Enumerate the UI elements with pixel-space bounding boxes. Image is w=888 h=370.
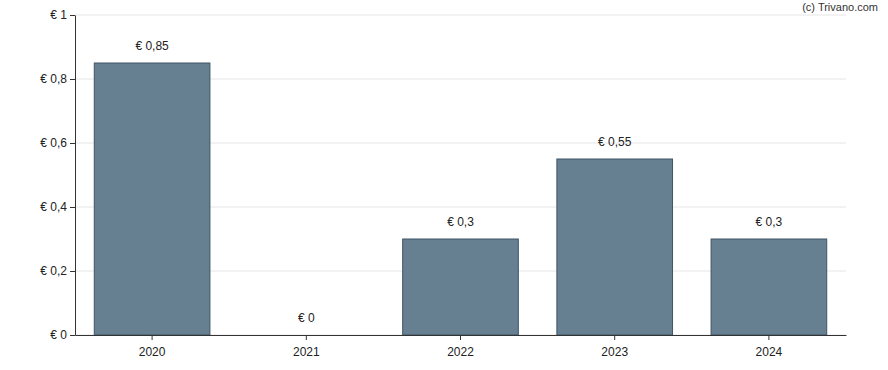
y-axis: € 0 € 0,2 € 0,4 € 0,6 € 0,8 € 1 [40,8,75,342]
y-tick: € 0,4 [40,200,75,214]
x-tick: 2023 [601,335,628,359]
y-tick: € 1 [50,8,75,22]
x-tick-mark [152,335,153,340]
y-tick-label: € 0,4 [40,200,67,214]
y-tick-mark [70,271,75,272]
grid [75,15,846,335]
y-tick: € 0 [50,328,75,342]
data-label: € 0,85 [135,39,169,53]
bars [94,63,826,335]
data-label: € 0 [298,311,315,325]
x-axis: 2020 2021 2022 2023 2024 [76,335,847,359]
y-tick-mark [70,79,75,80]
data-labels: € 0,85 € 0 € 0,3 € 0,55 € 0,3 [135,39,782,325]
y-tick-label: € 0,8 [40,72,67,86]
x-tick: 2024 [756,335,783,359]
bar [94,63,210,335]
x-tick: 2021 [293,335,320,359]
y-tick: € 0,2 [40,264,75,278]
source: (c) Trivano.com [802,1,878,13]
y-tick-label: € 0 [50,328,67,342]
x-tick-mark [460,335,461,340]
y-tick: € 0,8 [40,72,75,86]
x-tick-mark [768,335,769,340]
x-tick-label: 2020 [139,345,166,359]
x-tick-label: 2022 [447,345,474,359]
y-tick-label: € 1 [50,8,67,22]
y-tick-label: € 0,6 [40,136,67,150]
x-tick-label: 2021 [293,345,320,359]
data-label: € 0,3 [447,215,474,229]
x-tick-mark [306,335,307,340]
y-tick-label: € 0,2 [40,264,67,278]
x-tick: 2020 [139,335,166,359]
y-tick-mark [70,207,75,208]
chart: € 0€ 0,2€ 0,4€ 0,6€ 0,8€ 120202021202220… [0,0,888,370]
y-tick-mark [70,15,75,16]
bar [403,239,519,335]
bar [711,239,827,335]
data-label: € 0,3 [756,215,783,229]
x-tick-label: 2023 [601,345,628,359]
bar [557,159,673,335]
bar [248,335,364,336]
y-tick: € 0,6 [40,136,75,150]
y-tick-mark [70,335,75,336]
data-label: € 0,55 [598,135,632,149]
x-tick: 2022 [447,335,474,359]
y-axis-line [75,16,76,336]
x-tick-label: 2024 [756,345,783,359]
y-tick-mark [70,143,75,144]
x-tick-mark [614,335,615,340]
grid-line [75,15,846,16]
plot: € 0€ 0,2€ 0,4€ 0,6€ 0,8€ 120202021202220… [40,8,846,358]
